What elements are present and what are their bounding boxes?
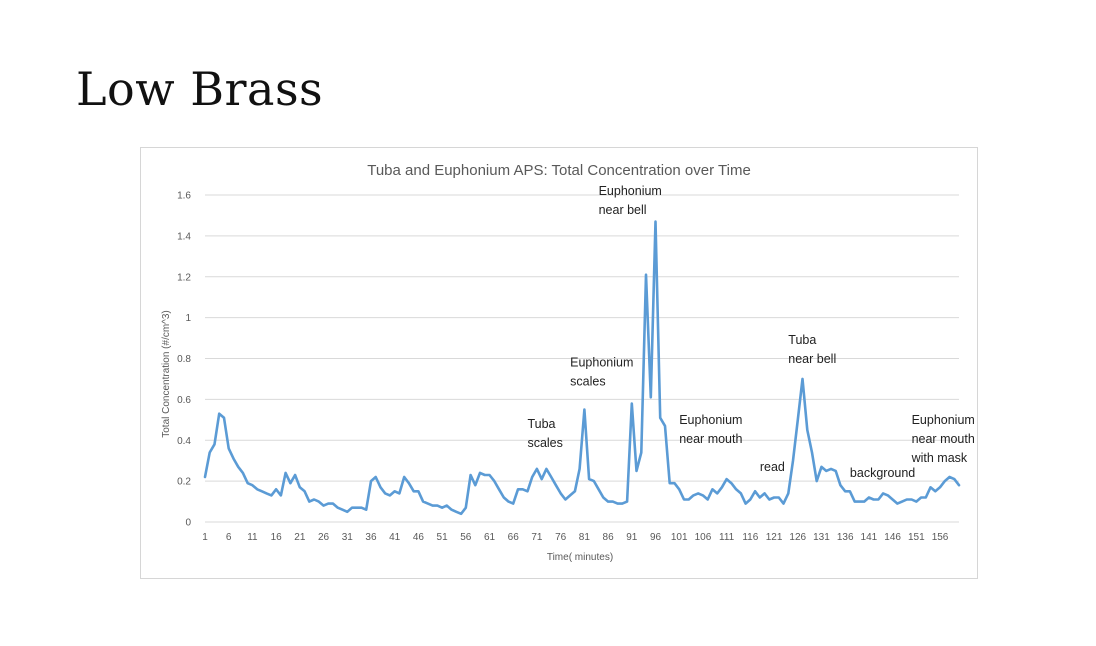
y-tick-label: 0.2 [177,477,191,488]
y-tick-label: 0.8 [177,354,191,365]
annotation-0: Tuba scales [527,417,562,450]
annotation-3: Euphonium near mouth [679,413,742,446]
x-tick-label: 66 [508,532,520,543]
x-tick-label: 51 [437,532,449,543]
x-tick-label: 21 [294,532,306,543]
y-tick-label: 0.6 [177,395,191,406]
x-tick-label: 141 [861,532,878,543]
x-tick-label: 71 [531,532,543,543]
y-tick-label: 1.6 [177,191,191,202]
annotation-5: Tuba near bell [788,333,836,366]
x-tick-label: 81 [579,532,591,543]
x-tick-label: 91 [626,532,638,543]
x-axis-ticks: 1 6 11 16 21 26 31 36 41 46 51 56 61 66 71 76 81 86 91 96 10… [202,532,949,543]
y-tick-label: 1.2 [177,272,191,283]
x-tick-label: 121 [766,532,783,543]
chart-title: Tuba and Euphonium APS: Total Concentrat… [367,162,751,179]
y-tick-label: 1.4 [177,231,191,242]
series-line-0 [203,220,961,516]
x-tick-label: 96 [650,532,662,543]
line-chart: Tuba and Euphonium APS: Total Concentrat… [161,162,975,563]
x-tick-label: 76 [555,532,567,543]
x-tick-label: 56 [460,532,472,543]
x-tick-label: 101 [671,532,688,543]
annotation-7: Euphonium near mouth with mask [911,413,975,465]
x-tick-label: 131 [813,532,830,543]
x-tick-label: 16 [271,532,283,543]
x-tick-label: 86 [603,532,615,543]
chart-frame: Tuba and Euphonium APS: Total Concentrat… [140,147,978,579]
annotation-4: read [760,460,785,474]
x-tick-label: 31 [342,532,354,543]
y-axis-ticks: 0 0.2 0.4 0.6 0.8 1 1.2 1.4 1.6 [177,191,191,529]
slide-title: Low Brass [76,62,324,116]
x-tick-label: 111 [719,532,735,543]
y-tick-label: 0.4 [177,436,191,447]
x-tick-label: 116 [742,532,758,543]
x-tick-label: 61 [484,532,496,543]
x-tick-label: 11 [247,532,258,543]
x-tick-label: 151 [908,532,925,543]
x-tick-label: 126 [789,532,806,543]
y-tick-label: 0 [185,518,191,529]
annotation-6: background [850,466,915,480]
x-tick-label: 156 [932,532,949,543]
x-tick-label: 41 [389,532,401,543]
gridlines [205,194,959,523]
y-tick-label: 1 [185,313,191,324]
x-tick-label: 1 [202,532,208,543]
annotation-1: Euphonium scales [570,356,633,389]
x-tick-label: 136 [837,532,854,543]
series-layer [203,220,961,516]
x-tick-label: 146 [884,532,901,543]
x-axis-label: Time( minutes) [547,552,613,563]
x-tick-label: 6 [226,532,232,543]
x-tick-label: 36 [365,532,377,543]
x-tick-label: 46 [413,532,425,543]
x-tick-label: 106 [695,532,712,543]
annotation-2: Euphonium near bell [599,184,662,217]
x-tick-label: 26 [318,532,330,543]
y-axis-label: Total Concentration (#/cm^3) [161,310,172,438]
